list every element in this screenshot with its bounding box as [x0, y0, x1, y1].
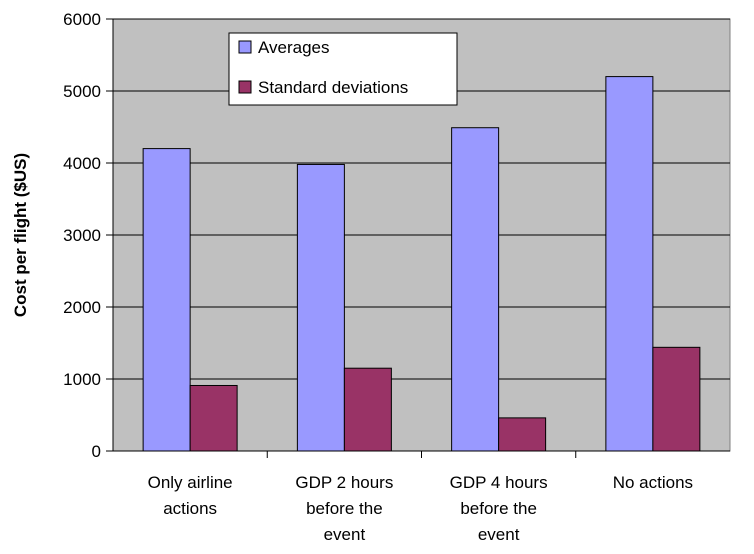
y-tick-label-1000: 1000 [63, 370, 101, 389]
y-tick-labels: 0 1000 2000 3000 4000 5000 6000 [63, 10, 101, 461]
legend-swatch-standard-deviations [238, 80, 252, 94]
y-tick-label-5000: 5000 [63, 82, 101, 101]
bar-standard-deviations-1 [343, 367, 392, 452]
legend-box [228, 32, 458, 106]
x-category-label-3: No actions [613, 473, 693, 492]
bar-averages-2 [451, 127, 500, 452]
legend-label-standard-deviations: Standard deviations [258, 78, 408, 97]
y-tick-label-4000: 4000 [63, 154, 101, 173]
x-category-label-line: Only airline [148, 473, 233, 492]
x-category-label-line: event [478, 525, 520, 544]
bar-standard-deviations-2 [498, 417, 547, 452]
x-category-label-line: before the [460, 499, 537, 518]
legend: Averages Standard deviations [228, 32, 458, 106]
legend-swatch-averages [238, 40, 252, 54]
bar-averages-1 [296, 163, 345, 452]
y-tick-label-2000: 2000 [63, 298, 101, 317]
bar-averages-3 [605, 76, 654, 452]
x-category-label-line: actions [163, 499, 217, 518]
y-axis-label: Cost per flight ($US) [11, 153, 30, 317]
x-category-label-line: event [324, 525, 366, 544]
y-tick-label-3000: 3000 [63, 226, 101, 245]
bar-standard-deviations-0 [189, 384, 238, 452]
x-category-label-1: GDP 2 hours before the event [295, 473, 393, 544]
legend-label-averages: Averages [258, 38, 330, 57]
y-tick-label-6000: 6000 [63, 10, 101, 29]
bar-averages-0 [142, 148, 191, 452]
bars [142, 76, 701, 452]
x-category-label-line: GDP 2 hours [295, 473, 393, 492]
x-category-label-line: before the [306, 499, 383, 518]
y-tick-label-0: 0 [92, 442, 101, 461]
x-category-labels: Only airline actions GDP 2 hours before the… [148, 473, 693, 544]
bar-standard-deviations-3 [652, 346, 701, 452]
axes [106, 18, 730, 458]
x-category-label-2: GDP 4 hours before the event [450, 473, 548, 544]
x-category-label-line: GDP 4 hours [450, 473, 548, 492]
x-category-label-line: No actions [613, 473, 693, 492]
x-category-label-0: Only airline actions [148, 473, 233, 518]
